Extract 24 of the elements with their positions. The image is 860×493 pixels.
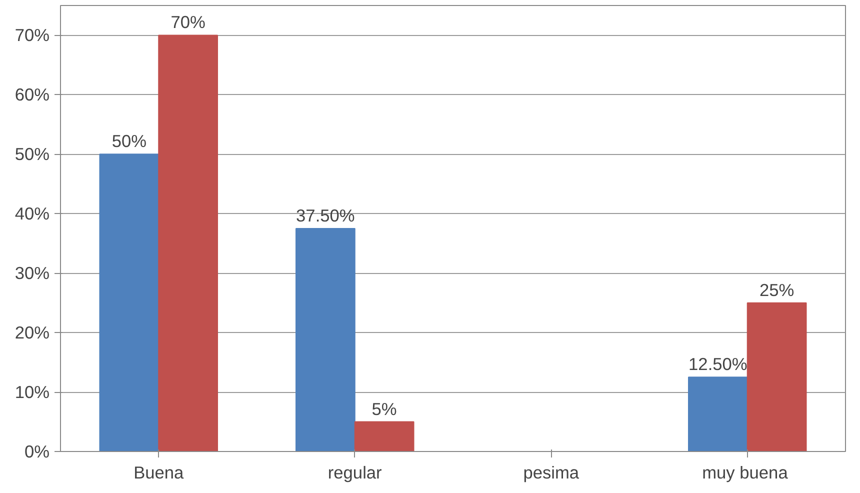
y-tick-label: 30%: [14, 263, 50, 284]
data-label: 50%: [112, 131, 147, 152]
data-label: 25%: [759, 280, 794, 300]
bar: [158, 34, 218, 452]
y-tick-label: 60%: [14, 84, 50, 105]
data-label: 5%: [372, 398, 397, 419]
bar: [296, 228, 356, 452]
bar: [746, 302, 807, 452]
x-tick-label: regular: [328, 462, 382, 482]
bar: [688, 376, 748, 452]
x-tick-label: pesima: [523, 462, 580, 482]
data-label: 12.50%: [688, 354, 748, 374]
data-label: 70%: [170, 12, 206, 32]
y-tick-label: 0%: [24, 442, 50, 462]
bar: [354, 421, 414, 452]
y-tick-label: 70%: [14, 25, 50, 46]
x-tick-label: Buena: [134, 462, 184, 482]
y-tick-label: 10%: [14, 382, 50, 402]
y-tick-label: 40%: [14, 204, 50, 224]
y-tick-label: 50%: [14, 144, 50, 164]
data-label: 37.50%: [296, 206, 355, 226]
y-tick-label: 20%: [14, 322, 50, 343]
bar: [99, 154, 160, 452]
x-tick-label: muy buena: [702, 462, 788, 482]
